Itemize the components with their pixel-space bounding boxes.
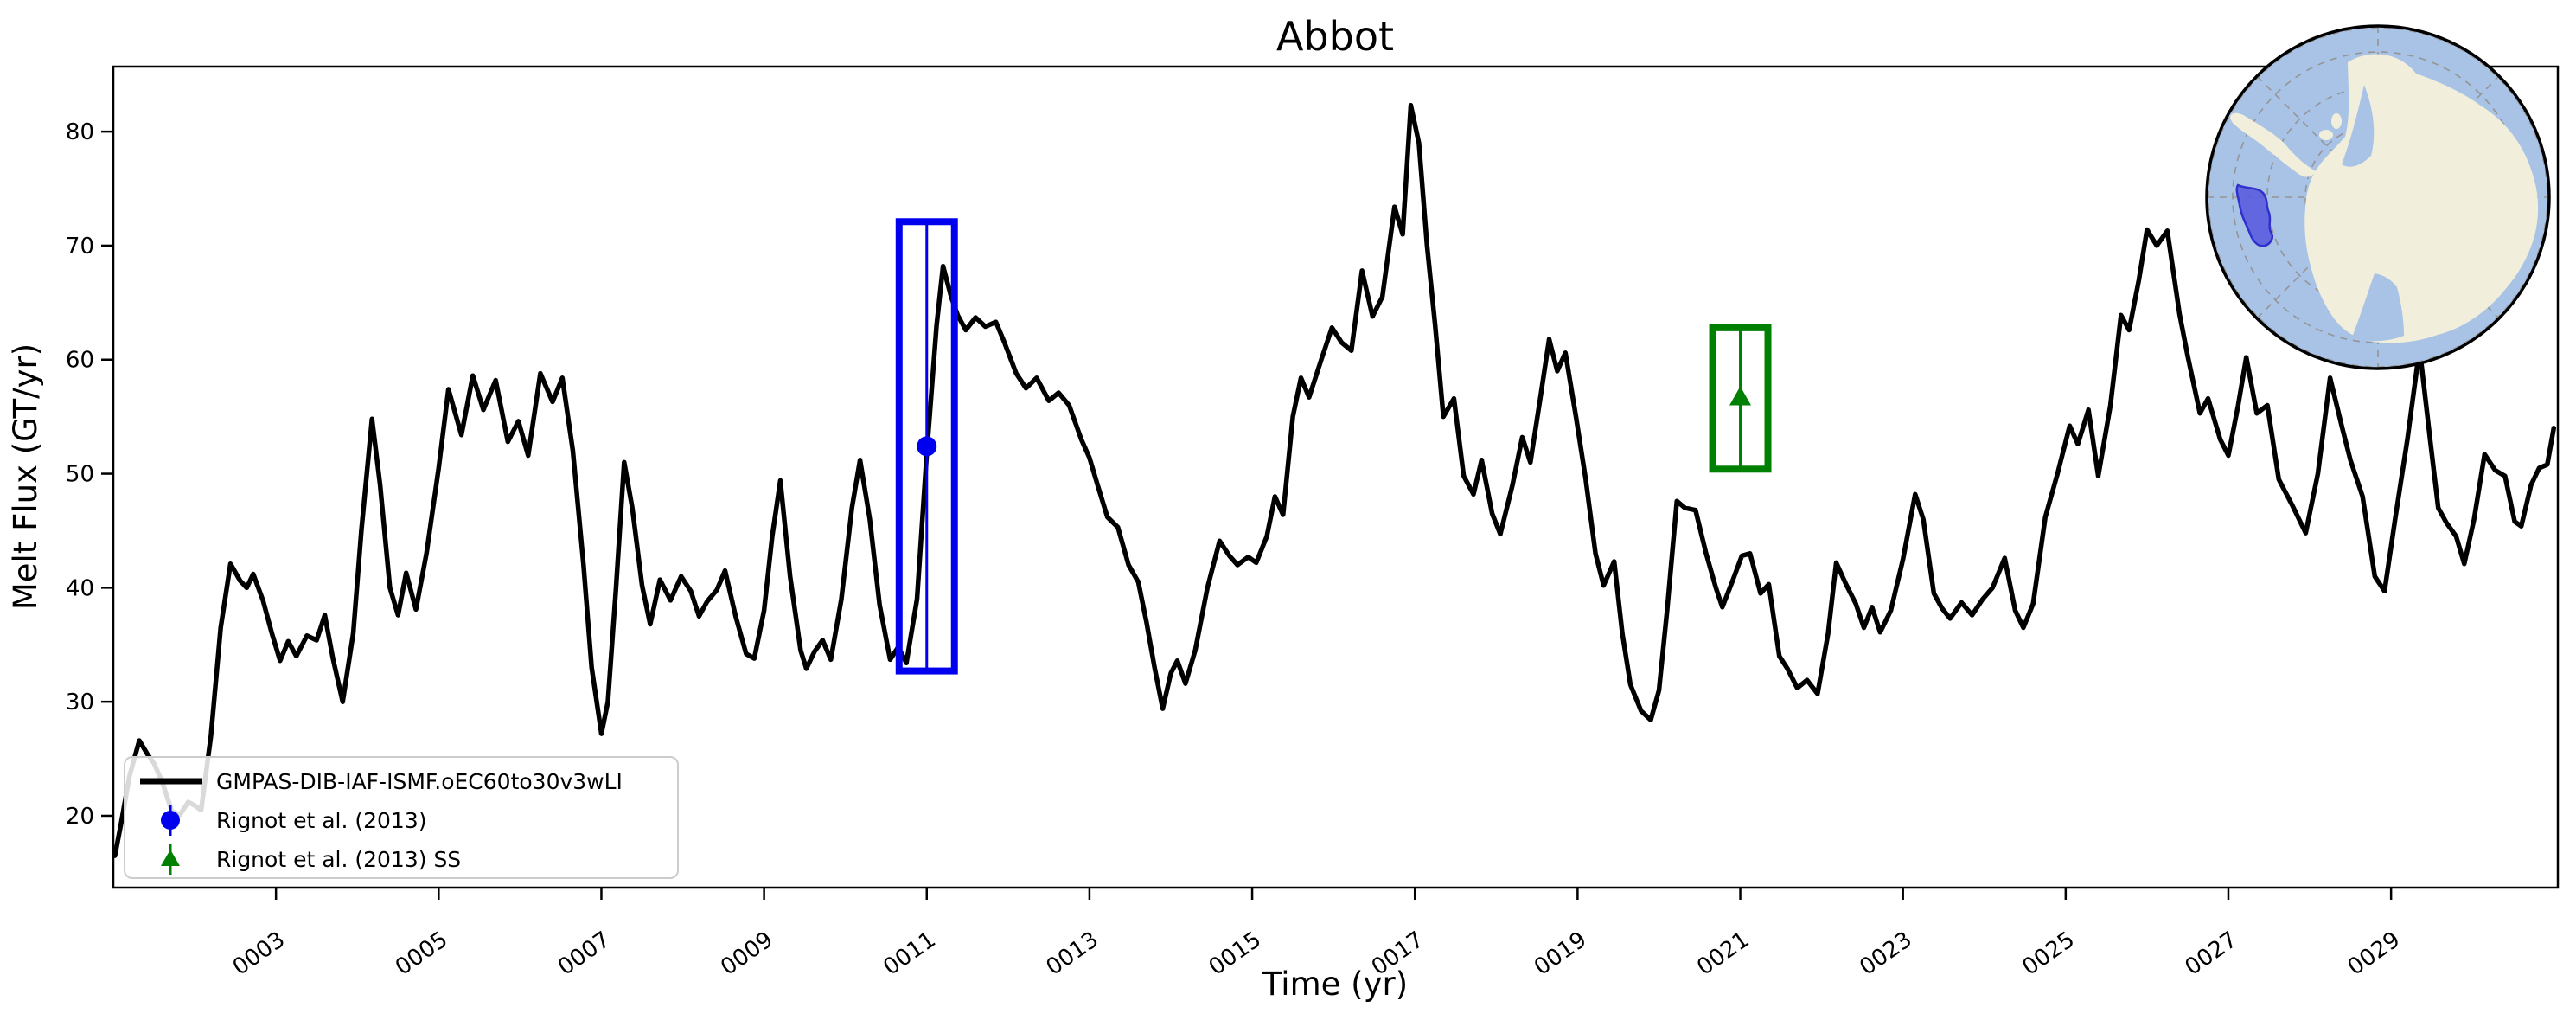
x-tick-label: 0021: [1692, 927, 1754, 981]
x-tick-label: 0009: [716, 927, 777, 981]
x-tick-label: 0013: [1042, 927, 1103, 981]
y-tick-label: 80: [66, 119, 94, 145]
legend-label-rignot-ss: Rignot et al. (2013) SS: [216, 847, 461, 872]
legend-label-rignot: Rignot et al. (2013): [216, 808, 427, 833]
y-tick-label: 60: [66, 348, 94, 374]
errorbar-box: [1709, 324, 1772, 473]
circle-marker: [917, 436, 937, 457]
legend-errorbar-circle-icon: [161, 805, 180, 836]
y-tick-label: 30: [66, 690, 94, 715]
sea-inlets: [2342, 85, 2404, 342]
triangle-up-marker: [1729, 386, 1752, 406]
x-tick-label: 0029: [2343, 927, 2405, 981]
y-axis-ticks: 20 30 40 50 60 70 80: [66, 119, 113, 830]
y-tick-label: 40: [66, 575, 94, 601]
x-tick-label: 0003: [228, 927, 290, 981]
y-tick-label: 70: [66, 234, 94, 260]
chart-title: Abbot: [1276, 13, 1394, 60]
legend-label-series: GMPAS-DIB-IAF-ISMF.oEC60to30v3wLI: [216, 769, 623, 794]
x-tick-label: 0025: [2017, 927, 2079, 981]
errorbar-rignot: [895, 218, 958, 675]
x-tick-label: 0007: [553, 927, 615, 981]
x-tick-label: 0015: [1205, 927, 1266, 981]
legend-box: [124, 756, 679, 879]
errorbar-group: [895, 218, 1772, 675]
errorbar-rignot-ss: [1709, 324, 1772, 473]
x-tick-label: 0019: [1530, 927, 1591, 981]
map-border: [2205, 24, 2551, 370]
y-tick-label: 20: [66, 804, 94, 830]
x-tick-label: 0023: [1855, 927, 1916, 981]
legend: GMPAS-DIB-IAF-ISMF.oEC60to30v3wLI Rignot…: [124, 756, 679, 879]
y-axis-label: Melt Flux (GT/yr): [7, 343, 44, 610]
plot-area-border: [112, 65, 2560, 889]
x-axis-label: Time (yr): [1262, 965, 1408, 1003]
y-tick-label: 50: [66, 462, 94, 488]
errorbar-box: [895, 218, 958, 675]
antarctica-inset-map: [2205, 24, 2551, 370]
series-line-gmpas: [112, 103, 2557, 858]
abbot-region-highlight: [2235, 183, 2273, 247]
x-tick-label: 0027: [2181, 927, 2242, 981]
x-tick-label: 0005: [391, 927, 452, 981]
x-tick-label: 0011: [879, 927, 940, 981]
legend-errorbar-triangle-icon: [161, 844, 180, 875]
